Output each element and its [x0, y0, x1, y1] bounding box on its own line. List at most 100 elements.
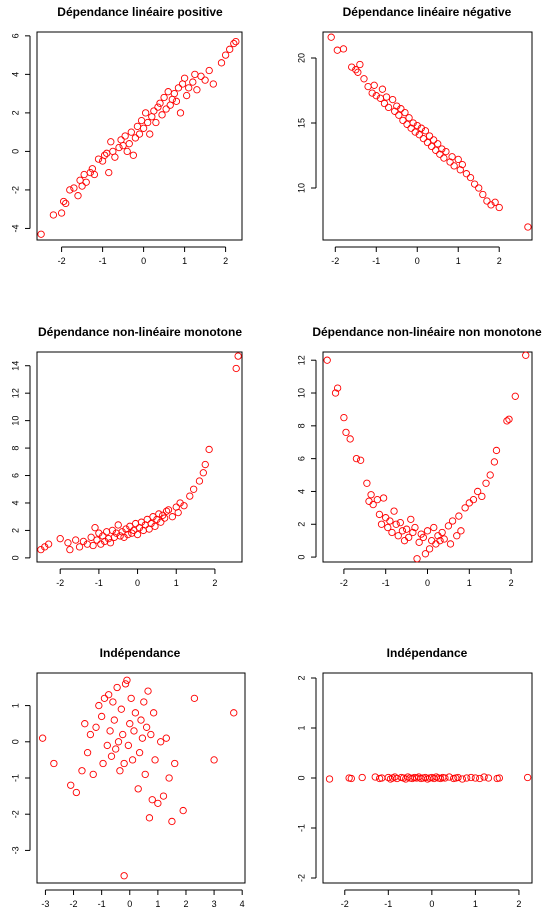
x-axis: -3 -2 -1 0 1 2 3 4: [41, 889, 245, 907]
data-point: [434, 140, 442, 148]
data-point: [417, 124, 426, 132]
data-point: [110, 716, 118, 724]
data-point: [356, 60, 364, 69]
data-point: [234, 352, 242, 360]
data-point: [486, 471, 494, 479]
data-point: [448, 517, 457, 525]
data-point: [365, 497, 373, 505]
data-point: [139, 124, 148, 132]
data-point: [457, 527, 465, 535]
data-point: [347, 774, 355, 783]
data-point: [148, 796, 156, 804]
x-tick-label: -2: [331, 256, 339, 266]
data-point: [154, 799, 162, 807]
data-point: [147, 730, 155, 739]
data-point: [505, 415, 513, 423]
data-point: [395, 111, 403, 119]
data-point: [90, 170, 99, 179]
data-point: [162, 105, 170, 113]
data-point: [179, 806, 187, 815]
data-point: [201, 460, 209, 469]
data-point: [384, 103, 393, 112]
data-point: [327, 33, 335, 41]
data-point: [409, 119, 417, 127]
data-point: [127, 128, 135, 136]
data-point: [421, 550, 430, 558]
data-point: [38, 734, 47, 742]
data-point: [399, 116, 407, 125]
data-point: [323, 356, 331, 364]
data-point: [117, 705, 125, 713]
data-point: [126, 522, 134, 530]
data-point: [409, 528, 417, 537]
data-point: [156, 99, 164, 107]
data-point: [380, 99, 389, 108]
data-point: [360, 75, 368, 83]
data-point: [458, 775, 466, 783]
data-point: [127, 694, 135, 702]
y-tick-label: 15: [296, 118, 306, 128]
data-point: [87, 533, 95, 541]
data-point: [131, 519, 140, 528]
data-point: [146, 130, 154, 138]
data-point: [123, 676, 131, 684]
data-point: [484, 774, 493, 782]
data-point: [445, 773, 453, 781]
data-point: [115, 143, 123, 152]
x-tick-label: 0: [425, 578, 430, 588]
data-point: [474, 487, 482, 496]
x-tick-label: -2: [56, 578, 64, 588]
x-tick-label: 1: [155, 899, 160, 907]
data-point: [446, 540, 455, 548]
data-point: [511, 392, 519, 400]
plot-frame: [36, 672, 246, 884]
y-tick-label: 8: [10, 446, 20, 451]
data-point: [197, 72, 205, 80]
data-point: [171, 759, 179, 768]
data-point: [162, 734, 170, 742]
data-point: [438, 528, 446, 537]
x-tick-label: 4: [240, 899, 245, 907]
y-tick-label: 2: [296, 522, 306, 527]
chart-title: Indépendance: [100, 646, 181, 660]
data-point: [121, 680, 130, 688]
data-points: [37, 352, 242, 554]
y-tick-label: 4: [10, 72, 20, 77]
data-point: [441, 774, 449, 782]
data-point: [44, 540, 53, 548]
data-point: [371, 773, 379, 781]
data-point: [186, 492, 194, 500]
x-tick-label: 1: [456, 256, 461, 266]
data-point: [107, 138, 115, 146]
data-point: [411, 128, 419, 136]
plot-frame: [36, 31, 243, 241]
chart-panel-3: Dépendance non-linéaire monotone-2 -1 0 1 20…: [10, 325, 243, 588]
x-axis: -2 -1 0 1 2: [340, 568, 514, 588]
data-point: [339, 45, 348, 53]
y-tick-label: -1: [296, 824, 306, 832]
data-point: [99, 759, 107, 768]
data-point: [524, 223, 532, 231]
data-point: [174, 84, 183, 92]
data-point: [382, 93, 391, 101]
data-point: [201, 76, 209, 84]
plot-frame: [36, 351, 243, 563]
data-point: [495, 203, 503, 212]
x-tick-label: -2: [340, 578, 348, 588]
chart-panel-4: Dépendance non-linéaire non monotone -2 -1…: [296, 325, 542, 588]
y-tick-label: 2: [10, 110, 20, 115]
data-point: [130, 526, 138, 535]
data-point: [135, 749, 144, 757]
data-point: [100, 694, 109, 702]
y-tick-label: -1: [10, 774, 20, 782]
data-point: [476, 774, 484, 783]
x-axis: -2 -1 0 1 2: [56, 568, 217, 588]
data-point: [66, 545, 74, 554]
data-point: [114, 521, 122, 529]
data-point: [141, 770, 149, 779]
data-point: [62, 199, 70, 208]
data-point: [190, 485, 198, 493]
data-point: [522, 351, 530, 359]
chart-title: Dépendance linéaire négative: [343, 5, 512, 19]
data-point: [120, 759, 128, 768]
